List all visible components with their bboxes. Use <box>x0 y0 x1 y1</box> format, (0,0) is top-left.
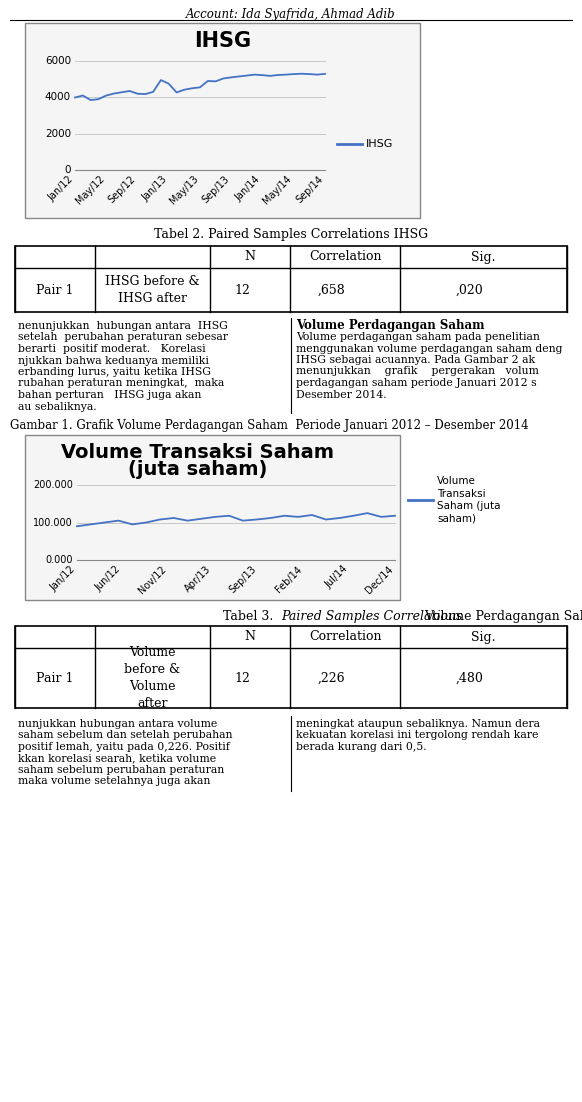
Text: IHSG sebagai acuannya. Pada Gambar 2 ak: IHSG sebagai acuannya. Pada Gambar 2 ak <box>296 355 535 365</box>
Text: rubahan peraturan meningkat,  maka: rubahan peraturan meningkat, maka <box>18 378 224 389</box>
Text: Tabel 3.: Tabel 3. <box>223 611 281 623</box>
Text: Pair 1: Pair 1 <box>36 671 74 684</box>
Text: 0: 0 <box>65 165 71 175</box>
Text: May/14: May/14 <box>261 174 294 206</box>
Text: Jan/14: Jan/14 <box>234 174 262 203</box>
Text: Gambar 1. Grafik Volume Perdagangan Saham  Periode Januari 2012 – Desember 2014: Gambar 1. Grafik Volume Perdagangan Saha… <box>10 419 528 432</box>
Text: setelah  perubahan peraturan sebesar: setelah perubahan peraturan sebesar <box>18 333 228 343</box>
Text: Dec/14: Dec/14 <box>364 564 395 595</box>
Text: Feb/14: Feb/14 <box>274 564 304 594</box>
Text: N: N <box>244 630 255 644</box>
Text: Jan/13: Jan/13 <box>140 174 169 203</box>
Text: berarti  positif moderat.   Korelasi: berarti positif moderat. Korelasi <box>18 344 205 354</box>
Text: ,020: ,020 <box>456 283 484 296</box>
Text: Volume Perdagangan Saham: Volume Perdagangan Saham <box>296 318 484 332</box>
Text: 100.000: 100.000 <box>33 518 73 528</box>
Text: ,658: ,658 <box>317 283 345 296</box>
Text: menunjukkan    grafik    pergerakan   volum: menunjukkan grafik pergerakan volum <box>296 367 539 377</box>
Text: Pair 1: Pair 1 <box>36 283 74 296</box>
Text: Volume Transaksi Saham: Volume Transaksi Saham <box>61 443 334 462</box>
Text: maka volume setelahnya juga akan: maka volume setelahnya juga akan <box>18 777 210 787</box>
Text: 4000: 4000 <box>45 93 71 102</box>
Text: Sep/13: Sep/13 <box>228 564 259 595</box>
Text: Account: Ida Syafrida, Ahmad Adib: Account: Ida Syafrida, Ahmad Adib <box>186 8 396 21</box>
Text: Apr/13: Apr/13 <box>183 564 213 594</box>
Text: berada kurang dari 0,5.: berada kurang dari 0,5. <box>296 742 427 752</box>
Text: Sig.: Sig. <box>471 250 496 263</box>
Text: Nov/12: Nov/12 <box>136 564 168 595</box>
Text: saham sebelum dan setelah perubahan: saham sebelum dan setelah perubahan <box>18 731 232 741</box>
Bar <box>25 23 420 218</box>
Text: njukkan bahwa keduanya memiliki: njukkan bahwa keduanya memiliki <box>18 356 209 366</box>
Text: erbanding lurus, yaitu ketika IHSG: erbanding lurus, yaitu ketika IHSG <box>18 367 211 377</box>
Text: Jul/14: Jul/14 <box>323 564 350 591</box>
Text: kekuatan korelasi ini tergolong rendah kare: kekuatan korelasi ini tergolong rendah k… <box>296 731 538 741</box>
Text: Sep/12: Sep/12 <box>107 174 137 205</box>
Text: Jan/12: Jan/12 <box>48 564 77 593</box>
Text: Correlation: Correlation <box>308 250 381 263</box>
Text: Volume perdagangan saham pada penelitian: Volume perdagangan saham pada penelitian <box>296 332 540 342</box>
Bar <box>25 435 400 599</box>
Text: Volume
before &
Volume
after: Volume before & Volume after <box>125 646 180 710</box>
Text: positif lemah, yaitu pada 0,226. Positif: positif lemah, yaitu pada 0,226. Positif <box>18 742 230 752</box>
Text: kkan korelasi searah, ketika volume: kkan korelasi searah, ketika volume <box>18 754 216 764</box>
Text: nunjukkan hubungan antara volume: nunjukkan hubungan antara volume <box>18 719 217 730</box>
Text: N: N <box>244 250 255 263</box>
Text: 6000: 6000 <box>45 56 71 66</box>
Text: 200.000: 200.000 <box>33 480 73 490</box>
Text: nenunjukkan  hubungan antara  IHSG: nenunjukkan hubungan antara IHSG <box>18 321 228 331</box>
Text: May/12: May/12 <box>74 174 107 206</box>
Text: Sep/13: Sep/13 <box>200 174 231 205</box>
Text: Sig.: Sig. <box>471 630 496 644</box>
Text: IHSG before &
IHSG after: IHSG before & IHSG after <box>105 276 200 305</box>
Text: Sep/14: Sep/14 <box>294 174 325 205</box>
Text: ,226: ,226 <box>317 671 345 684</box>
Text: menggunakan volume perdagangan saham deng: menggunakan volume perdagangan saham den… <box>296 344 562 354</box>
Text: 0.000: 0.000 <box>45 555 73 565</box>
Text: Volume Perdagangan Saham: Volume Perdagangan Saham <box>421 611 582 623</box>
Text: (juta saham): (juta saham) <box>128 460 267 479</box>
Text: 12: 12 <box>234 283 250 296</box>
Text: Volume
Transaksi
Saham (juta
saham): Volume Transaksi Saham (juta saham) <box>437 476 501 523</box>
Text: Tabel 2. Paired Samples Correlations IHSG: Tabel 2. Paired Samples Correlations IHS… <box>154 228 428 241</box>
Text: May/13: May/13 <box>168 174 200 206</box>
Text: IHSG: IHSG <box>194 31 251 51</box>
Text: meningkat ataupun sebaliknya. Namun dera: meningkat ataupun sebaliknya. Namun dera <box>296 719 540 730</box>
Text: Jan/12: Jan/12 <box>46 174 75 203</box>
Text: saham sebelum perubahan peraturan: saham sebelum perubahan peraturan <box>18 765 224 775</box>
Text: Desember 2014.: Desember 2014. <box>296 389 386 400</box>
Text: Jun/12: Jun/12 <box>94 564 122 593</box>
Text: bahan perturan   IHSG juga akan: bahan perturan IHSG juga akan <box>18 390 201 400</box>
Text: 2000: 2000 <box>45 129 71 139</box>
Text: perdagangan saham periode Januari 2012 s: perdagangan saham periode Januari 2012 s <box>296 378 537 388</box>
Text: 12: 12 <box>234 671 250 684</box>
Bar <box>15 626 567 707</box>
Text: IHSG: IHSG <box>366 139 393 149</box>
Text: Correlation: Correlation <box>308 630 381 644</box>
Text: au sebaliknya.: au sebaliknya. <box>18 401 97 411</box>
Text: ,480: ,480 <box>456 671 484 684</box>
Bar <box>15 246 567 312</box>
Text: Paired Samples Correlations: Paired Samples Correlations <box>281 611 462 623</box>
